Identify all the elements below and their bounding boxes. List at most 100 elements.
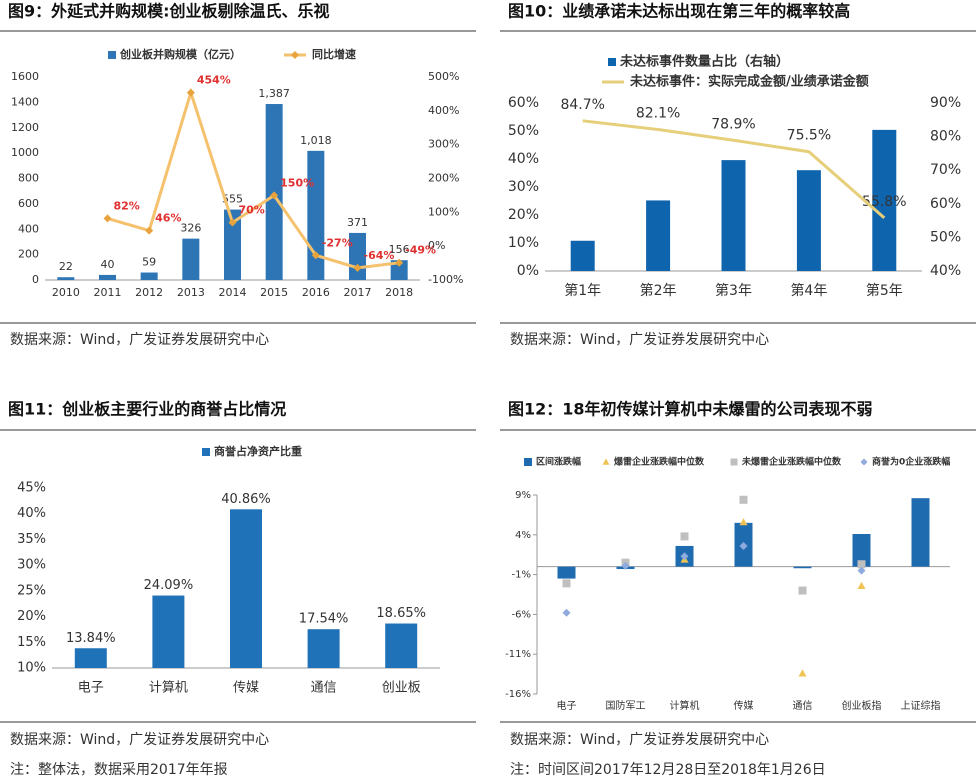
legend-label: 区间涨跌幅 [536,456,581,468]
x-tick-label: 电子 [557,699,577,712]
y2-tick-label: 500% [428,70,459,83]
marker [798,669,807,677]
y-tick-label: 400 [18,222,39,235]
y-tick-label: 1200 [11,121,39,134]
bar [570,240,595,271]
x-tick-label: 第5年 [866,282,903,299]
marker [798,586,807,595]
legend-label: 商誉为0企业涨跌幅 [872,456,950,468]
y-tick-label: 25% [17,583,46,598]
chart-title: 图11：创业板主要行业的商誉占比情况 [8,400,286,419]
marker [103,214,112,223]
x-tick-label: 2012 [135,286,163,299]
marker [680,532,689,541]
bar [99,274,116,280]
bar [872,129,897,271]
legend-label: 未爆雷企业涨跌幅中位数 [741,456,842,468]
bar [182,238,200,280]
marker [186,88,195,97]
bar [390,260,408,280]
y-tick-label: 9% [515,490,531,501]
x-tick-label: 2015 [260,286,288,299]
x-tick-label: 传媒 [233,681,259,696]
data-label: 454% [197,74,231,87]
note: 注：时间区间2017年12月28日至2018年1月26日 [510,762,826,778]
bar [796,170,821,271]
y-tick-label: 1400 [11,95,39,108]
marker [680,552,689,561]
y-tick-label: 4% [515,530,531,541]
y-tick-label: 20% [17,609,46,624]
legend-label: 同比增速 [312,47,356,61]
data-label: 22 [59,260,73,273]
marker [857,581,866,589]
bar [230,509,262,668]
marker [145,226,154,235]
y-tick-label: 1600 [11,70,39,83]
legend-swatch [108,51,116,59]
y2-tick-label: 300% [428,138,459,151]
y-tick-label: 600 [18,197,39,210]
x-tick-label: 2013 [177,286,205,299]
chart-title: 图9：外延式并购规模:创业板剔除温氏、乐视 [8,2,330,21]
marker [562,579,571,588]
y-tick-label: 0 [32,273,39,286]
y2-tick-label: 200% [428,172,459,185]
line [582,119,886,220]
y-tick-label: 10% [17,661,46,676]
data-label: 46% [155,212,181,225]
x-tick-label: 通信 [793,700,813,712]
bar [646,200,671,271]
y2-tick-label: 400% [428,104,459,117]
legend-label: 商誉占净资产比重 [214,444,302,458]
x-tick-label: 国防军工 [606,699,646,712]
y2-tick-label: 90% [930,95,961,111]
x-tick-label: 计算机 [670,699,700,712]
source: 数据来源：Wind，广发证券发展研究中心 [510,332,769,348]
data-label: 82.1% [636,106,680,122]
data-label: -27% [322,236,353,249]
x-tick-label: 上证综指 [901,699,941,712]
bar [793,566,812,569]
y2-tick-label: 80% [930,129,961,145]
chart-title: 图10：业绩承诺未达标出现在第三年的概率较高 [508,2,850,21]
legend-swatch [202,448,210,456]
x-tick-label: 传媒 [734,700,754,712]
data-label: 78.9% [711,116,755,132]
data-label: 40.86% [221,492,271,507]
x-tick-label: 2010 [52,286,80,299]
y-tick-label: -16% [505,689,531,700]
y-tick-label: 40% [508,151,539,167]
y2-tick-label: -100% [428,273,463,286]
data-label: 326 [180,222,201,235]
x-tick-label: 第4年 [790,282,827,299]
y2-tick-label: 70% [930,162,961,178]
x-tick-label: 2014 [219,286,247,299]
marker [857,566,866,575]
source: 数据来源：Wind，广发证券发展研究中心 [510,732,769,748]
marker [353,263,362,272]
y-tick-label: 20% [508,207,539,223]
data-label: 40 [101,258,115,271]
y-tick-label: 50% [508,123,539,139]
data-label: 18.65% [376,606,426,621]
x-tick-label: 2011 [94,286,122,299]
marker [270,191,279,200]
marker [562,608,571,617]
y-tick-label: 60% [508,95,539,111]
y-tick-label: 10% [508,235,539,251]
x-tick-label: 计算机 [149,681,188,696]
x-tick-label: 2018 [385,286,413,299]
y-tick-label: 0% [517,263,539,279]
legend-label: 创业板并购规模（亿元） [119,47,241,61]
data-label: 150% [280,176,314,189]
data-label: 82% [114,199,140,212]
data-label: -64% [364,249,395,262]
data-label: 55.8% [862,194,906,210]
marker [739,541,748,550]
data-label: 84.7% [560,97,604,113]
x-tick-label: 创业板 [382,681,421,696]
data-label: 13.84% [66,631,116,646]
y-tick-label: -1% [512,570,531,581]
